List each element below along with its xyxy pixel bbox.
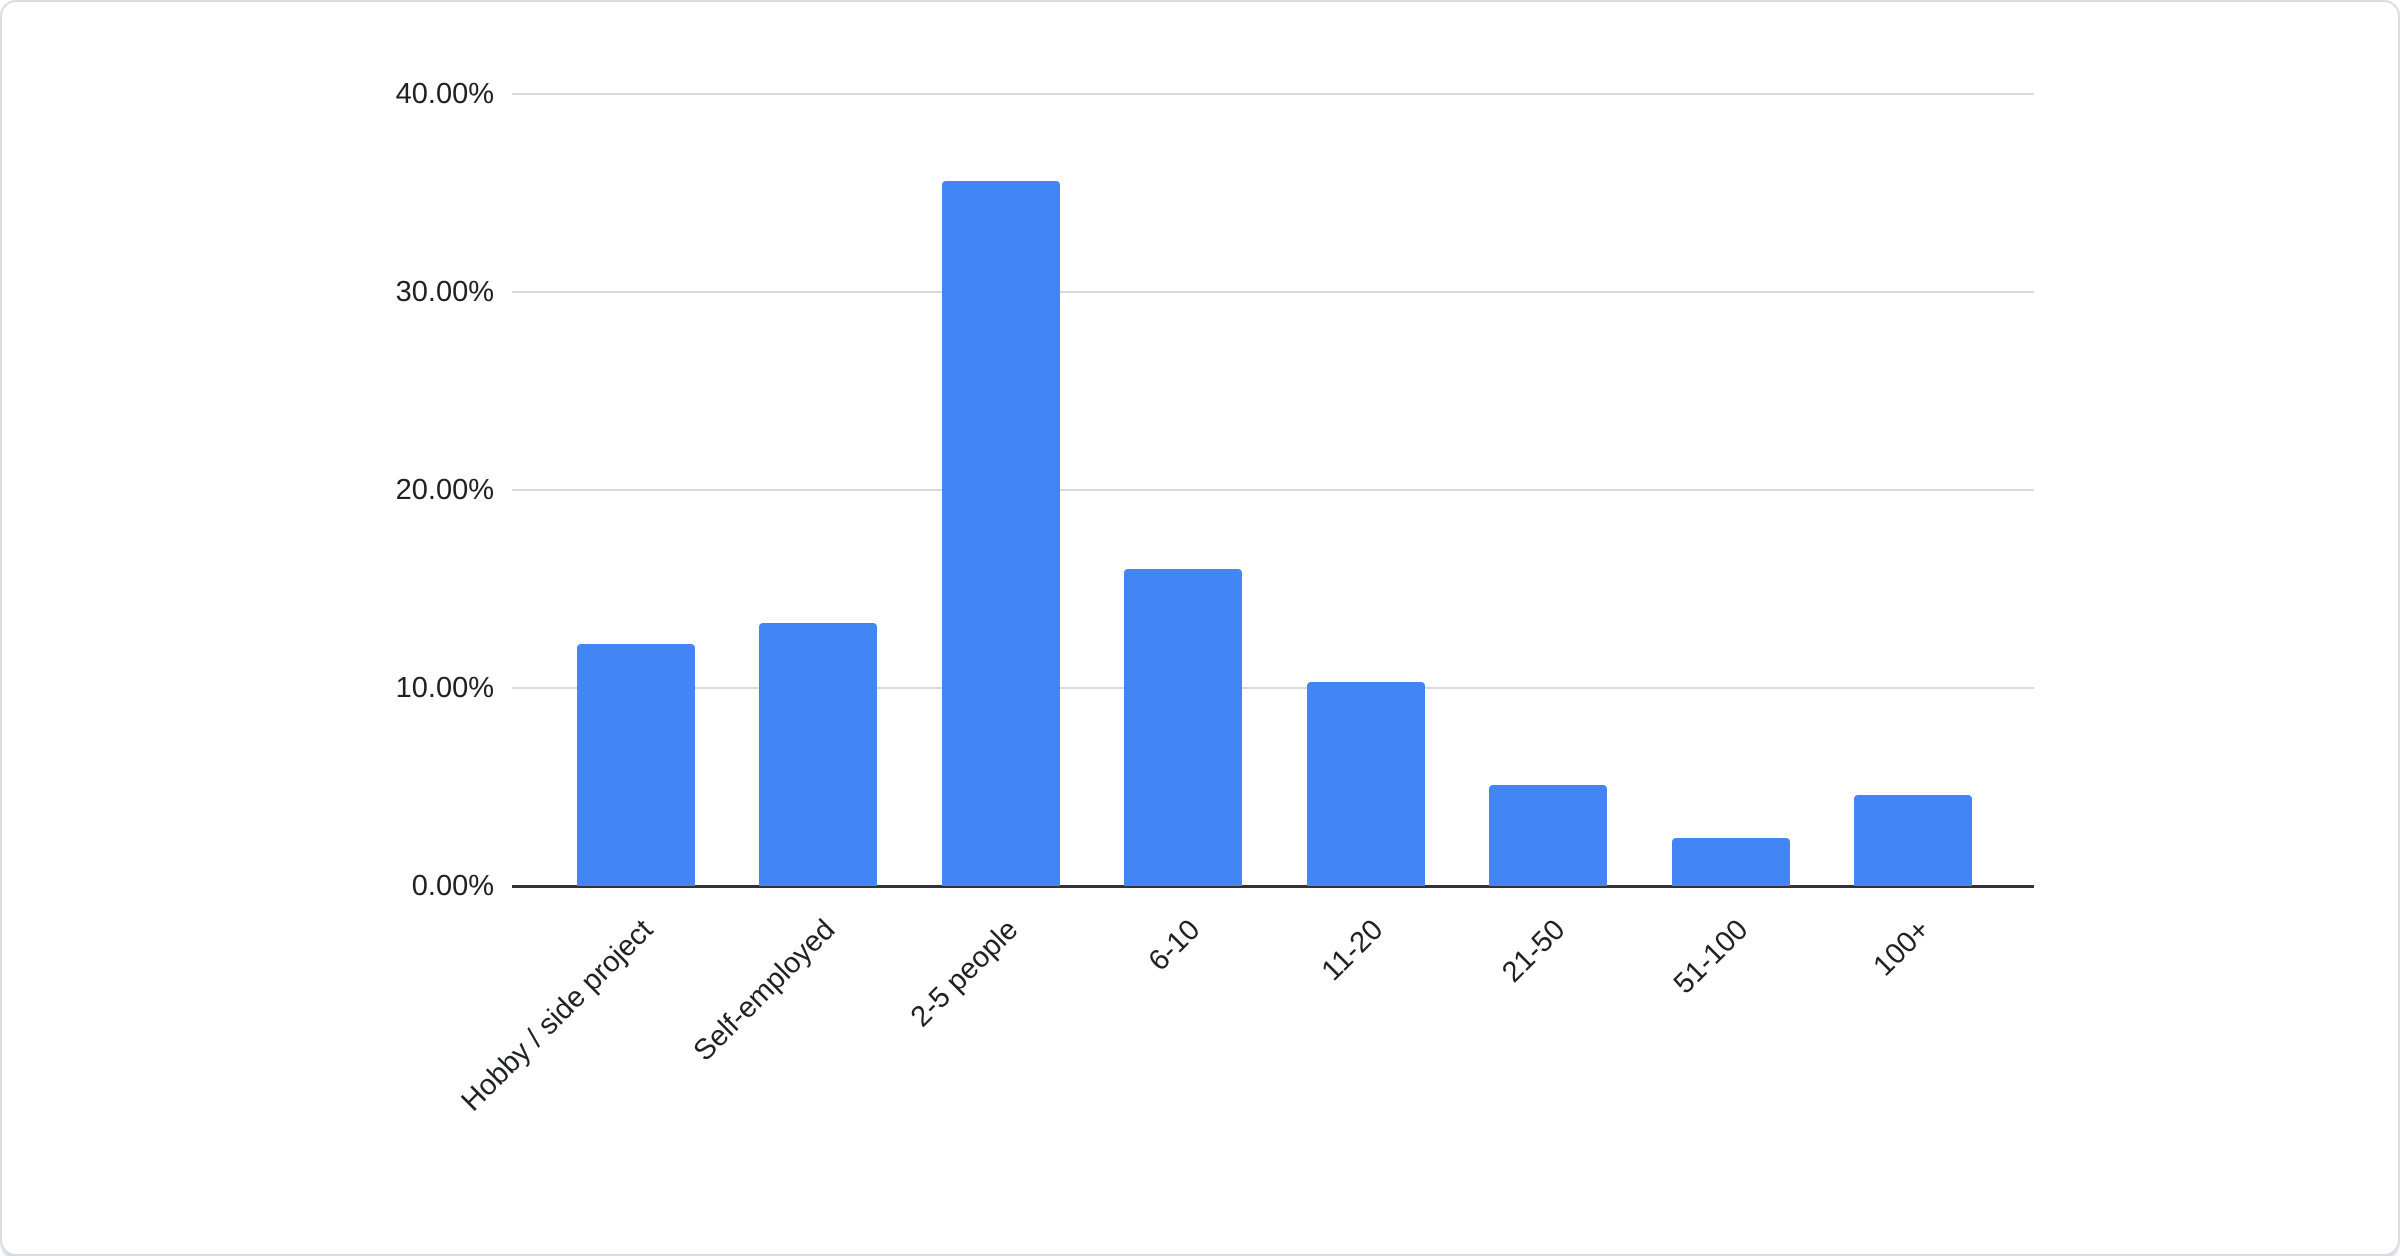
gridline [512, 93, 2034, 95]
y-axis-tick-label: 40.00% [395, 78, 494, 110]
x-axis-category-label: 2-5 people [904, 913, 1025, 1034]
x-axis-category-label: 100+ [1867, 913, 1937, 983]
x-axis-line [512, 885, 2034, 888]
gridline [512, 687, 2034, 689]
y-axis-tick-label: 10.00% [395, 672, 494, 704]
x-axis-category-label: Hobby / side project [455, 913, 660, 1118]
x-axis-category-label: Self-employed [687, 913, 842, 1068]
bar[interactable] [1672, 838, 1790, 886]
bar[interactable] [1124, 569, 1242, 886]
x-axis-category-label: 21-50 [1496, 913, 1572, 989]
bar[interactable] [1307, 682, 1425, 886]
x-axis-category-label: 11-20 [1315, 913, 1390, 988]
y-axis-tick-label: 30.00% [395, 276, 494, 308]
gridline [512, 489, 2034, 491]
bar[interactable] [1854, 795, 1972, 886]
y-axis-tick-label: 0.00% [411, 870, 494, 902]
bar[interactable] [577, 644, 695, 886]
x-axis-category-label: 51-100 [1667, 913, 1755, 1001]
bar[interactable] [759, 623, 877, 886]
bar[interactable] [942, 181, 1060, 886]
gridline [512, 291, 2034, 293]
y-axis-tick-label: 20.00% [395, 474, 494, 506]
x-axis-category-label: 6-10 [1142, 913, 1207, 978]
bar[interactable] [1489, 785, 1607, 886]
